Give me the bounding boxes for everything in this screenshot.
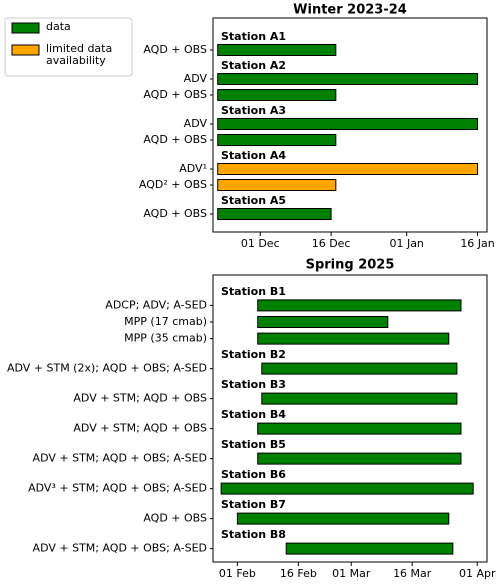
row-label: AQD + OBS bbox=[143, 133, 207, 146]
bar bbox=[236, 512, 450, 525]
plot-frame bbox=[212, 274, 488, 563]
row-label: ADCP; ADV; A-SED bbox=[105, 298, 207, 311]
row-label: AQD + OBS bbox=[143, 43, 207, 56]
row-label: ADV + STM; AQD + OBS; A-SED bbox=[33, 452, 207, 465]
bar bbox=[257, 332, 450, 345]
x-tick-label: 01 Mar bbox=[332, 567, 371, 580]
bar bbox=[217, 163, 479, 175]
x-tick-label: 16 Mar bbox=[393, 567, 432, 580]
x-tick-label: 01 Jan bbox=[389, 237, 423, 250]
legend-label: limited data availability bbox=[46, 42, 113, 67]
bar bbox=[217, 179, 337, 191]
bar bbox=[285, 542, 454, 555]
x-tick-label: 16 Feb bbox=[280, 567, 317, 580]
row-label: ADV + STM (2x); AQD + OBS; A-SED bbox=[7, 362, 207, 375]
legend-label: data bbox=[46, 20, 71, 33]
bar bbox=[217, 73, 479, 85]
group-label: Station B7 bbox=[221, 498, 286, 511]
bar bbox=[257, 422, 462, 435]
chart-title: Spring 2025 bbox=[306, 258, 395, 273]
row-label: ADV³ + STM; AQD + OBS; A-SED bbox=[28, 482, 207, 495]
group-label: Station B8 bbox=[221, 528, 286, 541]
group-label: Station B1 bbox=[221, 285, 286, 298]
group-label: Station A4 bbox=[221, 149, 286, 162]
plot-frame bbox=[212, 17, 488, 233]
group-label: Station A5 bbox=[221, 194, 286, 207]
row-label: AQD + OBS bbox=[143, 88, 207, 101]
group-label: Station B6 bbox=[221, 468, 286, 481]
bar bbox=[217, 44, 337, 56]
bar bbox=[257, 452, 462, 465]
group-label: Station B4 bbox=[221, 408, 286, 421]
row-label: ADV¹ bbox=[179, 162, 207, 175]
group-label: Station B2 bbox=[221, 348, 286, 361]
bar bbox=[217, 134, 337, 146]
row-label: ADV bbox=[184, 117, 208, 130]
bar bbox=[220, 482, 474, 495]
x-tick-label: 01 Feb bbox=[219, 567, 256, 580]
bar bbox=[261, 392, 458, 405]
x-tick-label: 16 Dec bbox=[312, 237, 351, 250]
group-label: Station A1 bbox=[221, 30, 286, 43]
row-label: ADV + STM; AQD + OBS bbox=[73, 422, 207, 435]
row-label: AQD² + OBS bbox=[139, 178, 207, 191]
group-label: Station A2 bbox=[221, 59, 286, 72]
bar bbox=[257, 316, 389, 328]
bar bbox=[217, 118, 479, 130]
group-label: Station A3 bbox=[221, 104, 286, 117]
row-label: ADV + STM; AQD + OBS bbox=[73, 392, 207, 405]
bar bbox=[257, 299, 462, 312]
row-label: AQD + OBS bbox=[143, 512, 207, 525]
chart-title: Winter 2023-24 bbox=[293, 3, 407, 18]
bar bbox=[217, 208, 332, 220]
group-label: Station B5 bbox=[221, 438, 286, 451]
row-label: ADV + STM; AQD + OBS; A-SED bbox=[33, 542, 207, 555]
row-label: AQD + OBS bbox=[143, 207, 207, 220]
bar bbox=[217, 89, 337, 101]
group-label: Station B3 bbox=[221, 378, 286, 391]
legend-swatch bbox=[11, 44, 40, 56]
bar bbox=[261, 362, 458, 375]
x-tick-label: 01 Dec bbox=[241, 237, 280, 250]
row-label: MPP (35 cmab) bbox=[124, 332, 207, 345]
row-label: ADV bbox=[184, 72, 208, 85]
x-tick-label: 16 Jan bbox=[460, 237, 494, 250]
row-label: MPP (17 cmab) bbox=[124, 315, 207, 328]
legend-swatch bbox=[11, 22, 40, 34]
x-tick-label: 01 Apr bbox=[459, 567, 496, 580]
